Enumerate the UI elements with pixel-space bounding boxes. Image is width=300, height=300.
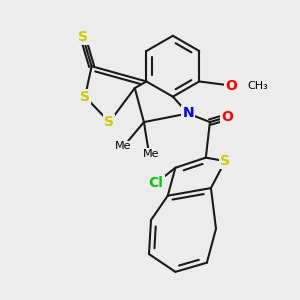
- Text: N: N: [182, 106, 194, 120]
- Text: S: S: [78, 30, 88, 44]
- Text: Me: Me: [143, 148, 160, 159]
- Text: O: O: [225, 79, 237, 92]
- Text: S: S: [220, 154, 230, 168]
- Text: CH₃: CH₃: [247, 80, 268, 91]
- Text: Me: Me: [116, 141, 132, 152]
- Text: Cl: Cl: [149, 176, 164, 190]
- Text: S: S: [104, 115, 114, 129]
- Text: S: S: [80, 90, 90, 104]
- Text: O: O: [221, 110, 233, 124]
